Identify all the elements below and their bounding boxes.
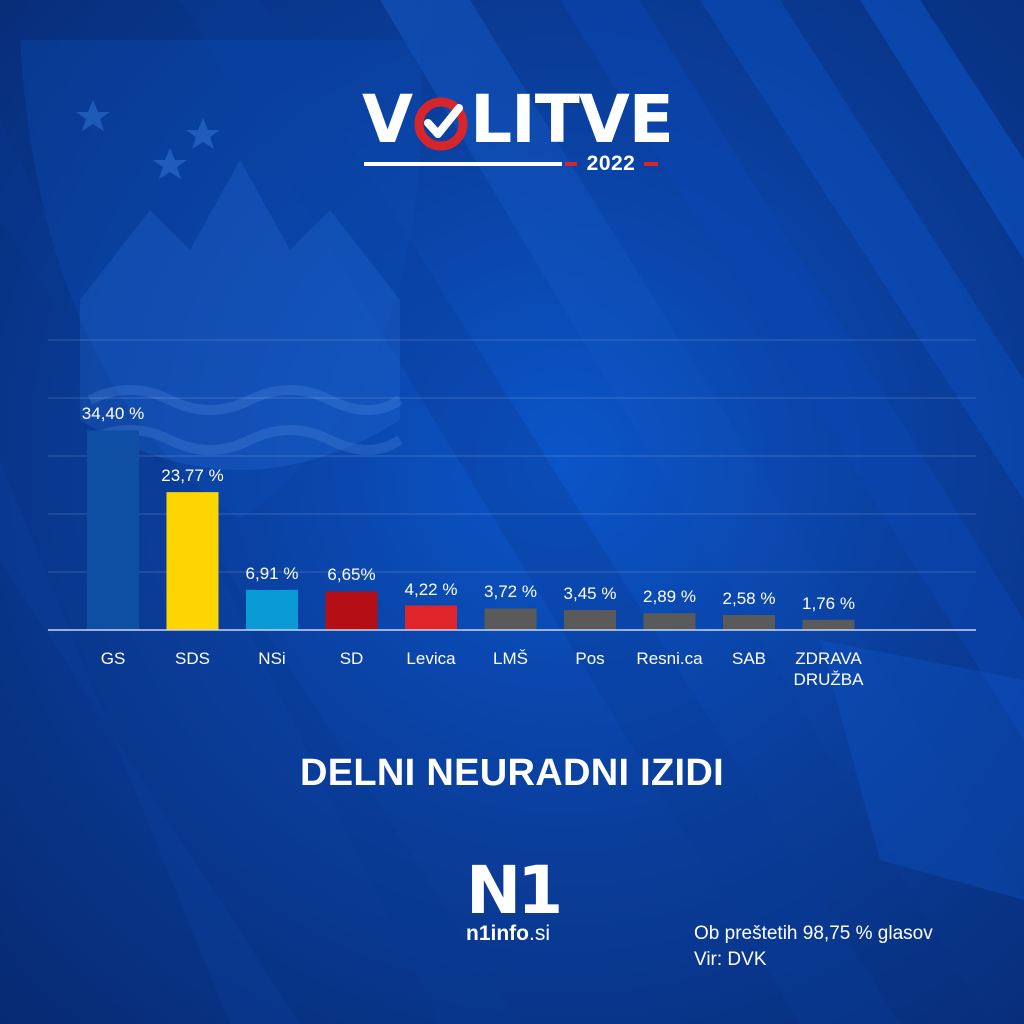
counted-votes-note: Ob preštetih 98,75 % glasov — [694, 923, 933, 944]
bar-value-label-5: 3,72 % — [484, 582, 537, 602]
bar-value-label-1: 23,77 % — [161, 466, 224, 486]
category-label-2: NSi — [258, 649, 286, 668]
bar-value-label-7: 2,89 % — [643, 587, 696, 607]
n1-logo: N1 — [466, 852, 563, 929]
category-label-8: SAB — [731, 649, 767, 668]
bar-7 — [643, 613, 696, 630]
logo-accent-right — [644, 162, 658, 166]
bar-0 — [87, 430, 139, 630]
n1-site-domain: .si — [529, 922, 550, 945]
n1-brand: N1 n1info.si — [464, 858, 574, 948]
bar-value-label-0: 34,40 % — [81, 404, 145, 424]
bar-value-label-4: 4,22 % — [404, 579, 458, 599]
bar-8 — [723, 615, 775, 630]
category-label-0: GS — [100, 649, 126, 668]
logo-year: 2022 — [586, 152, 636, 175]
logo-accent-left — [565, 162, 577, 166]
bar-3 — [325, 591, 378, 630]
source-note: Vir: DVK — [694, 949, 767, 970]
category-label-4: Levica — [406, 649, 456, 668]
coat-of-arms-shape — [20, 40, 422, 520]
bar-value-label-6: 3,45 % — [563, 583, 617, 603]
bar-1 — [166, 492, 219, 630]
bar-2 — [246, 589, 298, 630]
category-label-6: Pos — [575, 649, 605, 668]
logo-letters-litve: LITVE — [470, 81, 674, 158]
category-label-1: SDS — [175, 649, 210, 668]
n1-site: n1info.si — [466, 922, 550, 946]
chart-canvas — [48, 430, 976, 631]
footer-note: Ob preštetih 98,75 % glasov Vir: DVK — [694, 921, 933, 973]
results-bar-chart: 34,40 % GS 23,77 % SDS 6,91 % NSi 6,65% SD 4,22 … — [48, 404, 976, 689]
bar-value-label-8: 2,58 % — [722, 589, 776, 609]
n1-site-name: n1info — [466, 922, 529, 945]
chart-subtitle: DELNI NEURADNI IZIDI — [300, 752, 724, 794]
category-label-7: Resni.ca — [636, 649, 703, 668]
bar-4 — [405, 605, 457, 630]
category-label-9: ZDRAVA DRUŽBA — [793, 649, 864, 689]
bar-value-label-9: 1,76 % — [802, 593, 855, 613]
logo-letter-v: V — [362, 81, 413, 158]
ballot-check-icon — [413, 94, 469, 151]
bar-6 — [564, 609, 616, 630]
logo-underline — [364, 162, 562, 166]
bar-5 — [484, 608, 537, 630]
category-label-3: SD — [339, 649, 364, 668]
volitve-logo: V LITVE 2022 — [362, 84, 674, 179]
logo-wordmark: V LITVE — [362, 81, 674, 158]
bar-9 — [802, 619, 855, 630]
bar-value-label-2: 6,91 % — [245, 563, 299, 583]
category-label-5: LMŠ — [493, 649, 528, 668]
bar-value-label-3: 6,65% — [327, 565, 376, 585]
